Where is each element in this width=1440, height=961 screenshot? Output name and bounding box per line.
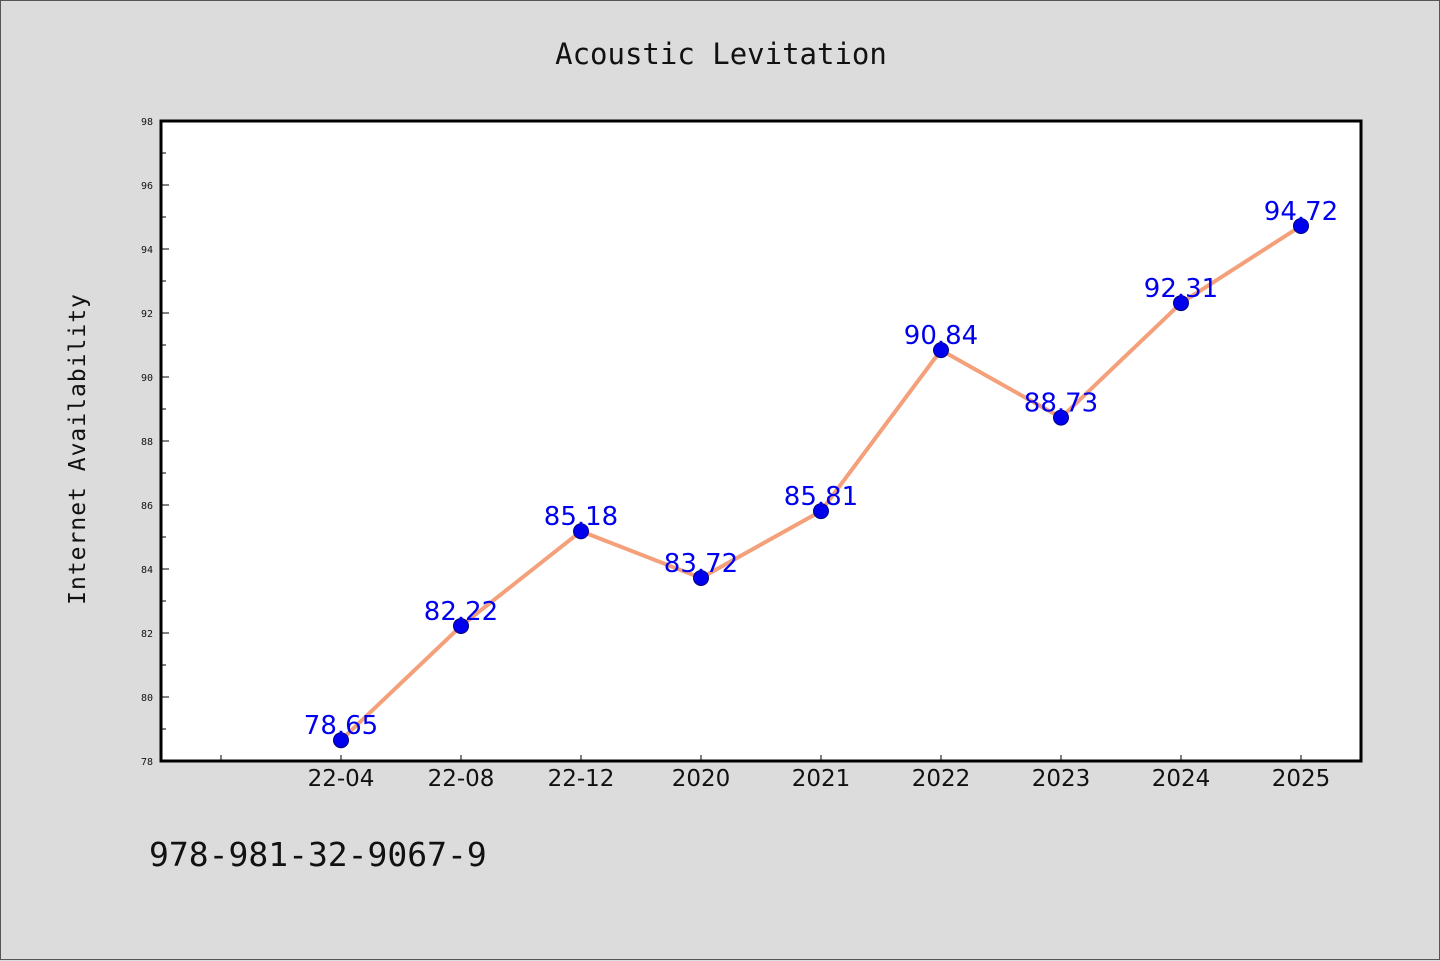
data-point (1293, 217, 1309, 234)
x-tick-label: 2024 (1152, 766, 1211, 792)
x-axis-ticks: 22-04 22-08 22-12 2020 2021 2022 2023 2024 2025 (220, 755, 1331, 792)
x-tick-label: 2025 (1272, 766, 1331, 792)
data-label: 85.18 (544, 502, 618, 532)
y-tick-label: 88 (141, 437, 153, 448)
data-point (933, 342, 949, 359)
x-tick-label: 22-04 (308, 766, 375, 792)
footer-code: 978-981-32-9067-9 (149, 835, 487, 874)
data-point (333, 732, 349, 749)
y-tick-label: 92 (141, 309, 153, 320)
data-point (573, 523, 589, 540)
data-label: 78.65 (304, 711, 378, 741)
y-tick-label: 94 (141, 245, 153, 256)
data-point (1053, 409, 1069, 426)
y-tick-label: 84 (141, 565, 153, 576)
plot-area (159, 119, 1363, 763)
data-label: 88.73 (1024, 389, 1098, 419)
data-label: 92.31 (1144, 274, 1218, 304)
y-tick-label: 78 (141, 757, 153, 768)
x-tick-label: 22-12 (548, 766, 615, 792)
y-tick-label: 90 (141, 373, 153, 384)
x-tick-label: 2021 (792, 766, 851, 792)
data-point (453, 617, 469, 634)
x-tick-label: 2020 (672, 766, 731, 792)
y-axis-ticks: 78 80 82 84 86 88 90 92 94 96 98 (141, 117, 169, 768)
y-tick-label: 86 (141, 501, 153, 512)
data-label: 85.81 (784, 482, 858, 512)
y-tick-label: 80 (141, 693, 153, 704)
data-point (1173, 295, 1189, 312)
data-point (813, 503, 829, 520)
y-tick-label: 96 (141, 181, 153, 192)
data-label: 90.84 (904, 321, 978, 351)
data-point (693, 569, 709, 586)
chart-title: Acoustic Levitation (555, 37, 887, 71)
data-label: 83.72 (664, 549, 738, 579)
y-tick-label: 98 (141, 117, 153, 128)
x-tick-label: 2023 (1032, 766, 1091, 792)
series-group: 78.65 82.22 85.18 83.72 85.81 90.84 88.73 92.31… (304, 197, 1338, 749)
x-tick-label: 2022 (912, 766, 971, 792)
y-tick-label: 82 (141, 629, 153, 640)
y-axis-label: Internet Availability (65, 293, 91, 605)
data-label: 82.22 (424, 597, 498, 627)
data-label: 94.72 (1264, 197, 1338, 227)
x-tick-label: 22-08 (428, 766, 495, 792)
